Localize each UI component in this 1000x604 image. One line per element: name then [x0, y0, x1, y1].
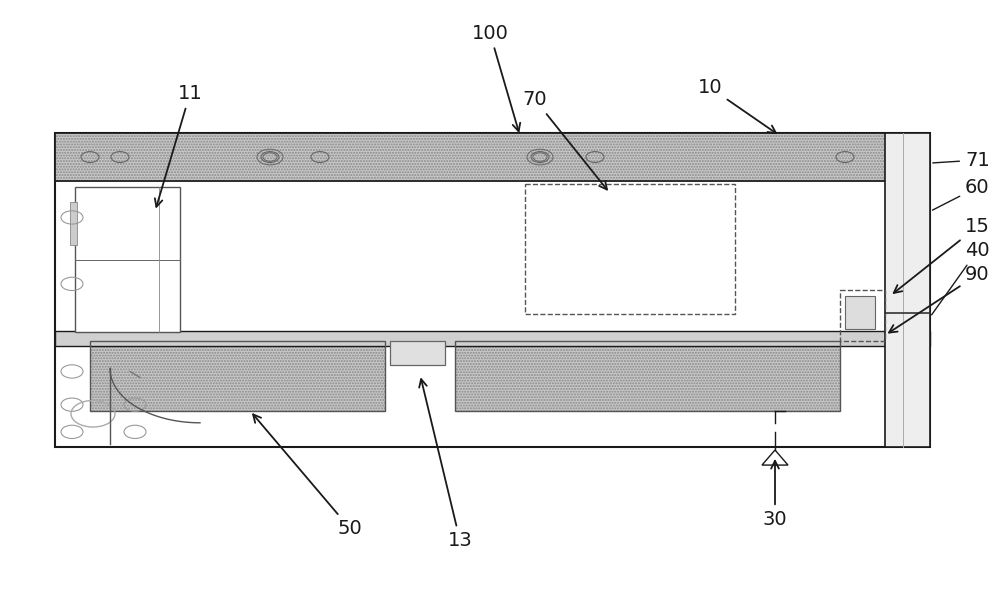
- Bar: [55, 133, 930, 447]
- Text: 90: 90: [889, 265, 990, 333]
- Text: 15: 15: [894, 217, 990, 293]
- Bar: [455, 341, 840, 411]
- Bar: [885, 133, 930, 447]
- Bar: [525, 184, 735, 314]
- Text: 50: 50: [253, 414, 362, 538]
- Bar: [75, 187, 180, 332]
- Bar: [455, 341, 840, 411]
- Bar: [90, 341, 385, 411]
- Text: 60: 60: [932, 178, 990, 210]
- Bar: [390, 341, 445, 365]
- Bar: [845, 296, 875, 329]
- Text: 11: 11: [155, 84, 202, 207]
- Text: 100: 100: [472, 24, 520, 131]
- Text: 13: 13: [419, 379, 472, 550]
- Bar: [55, 133, 930, 181]
- Bar: [90, 341, 385, 411]
- Text: 30: 30: [763, 461, 787, 529]
- Bar: [55, 133, 930, 181]
- Text: 10: 10: [698, 78, 776, 133]
- Bar: [70, 202, 77, 245]
- Text: 40: 40: [932, 241, 990, 315]
- Bar: [55, 331, 930, 346]
- Text: 70: 70: [523, 90, 607, 190]
- Bar: [840, 290, 885, 341]
- Bar: [55, 133, 210, 447]
- Text: 71: 71: [933, 150, 990, 170]
